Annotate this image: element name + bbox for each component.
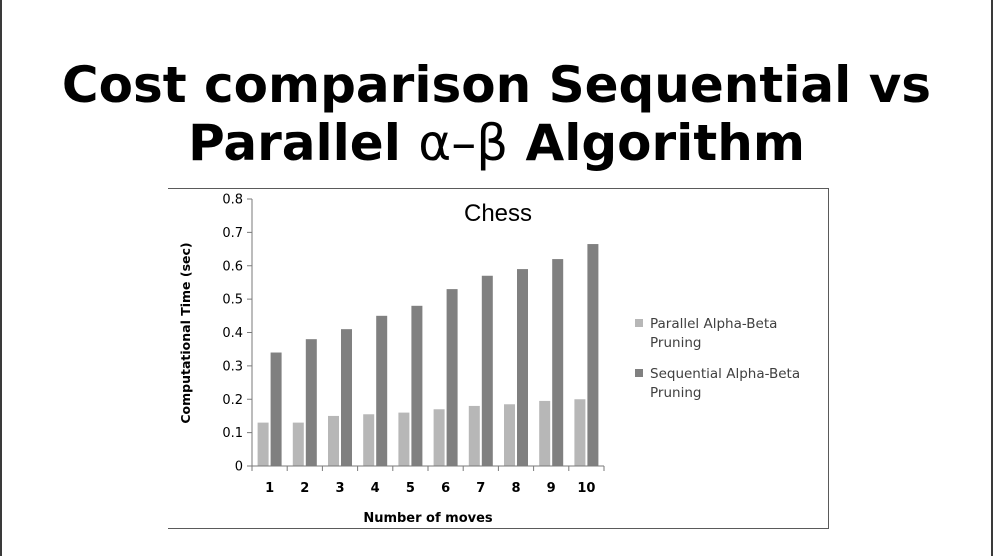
legend-label-parallel-line2: Pruning: [650, 335, 701, 351]
chart-title: Chess: [464, 200, 532, 227]
y-tick-label-4: 0.4: [222, 326, 243, 341]
y-tick-label-0: 0: [235, 460, 243, 475]
bar-parallel-2: [292, 422, 304, 466]
bar-parallel-10: [574, 399, 586, 466]
alpha-beta-symbol: α–β: [418, 114, 509, 172]
bar-parallel-9: [539, 400, 551, 466]
legend-label-sequential-line1: Sequential Alpha-Beta: [650, 366, 800, 382]
bars-group: [257, 244, 599, 466]
x-axis: 1 2 3 4 5 6 7 8 9 10: [251, 465, 605, 496]
x-tick-label-6: 6: [441, 481, 450, 496]
bar-sequential-4: [376, 315, 388, 466]
y-tick-label-7: 0.7: [222, 226, 243, 241]
bar-parallel-7: [468, 405, 480, 466]
y-axis-label: Computational Time (sec): [178, 242, 193, 423]
bar-sequential-9: [552, 259, 564, 466]
x-tick-label-1: 1: [265, 481, 274, 496]
y-tick-label-1: 0.1: [222, 426, 243, 441]
bar-parallel-8: [504, 404, 515, 466]
y-tick-label-5: 0.5: [222, 293, 243, 308]
y-tick-label-3: 0.3: [222, 359, 243, 374]
title-line-2-end: Algorithm: [508, 114, 805, 172]
title-line-2-start: Parallel: [188, 114, 419, 172]
y-axis: 0 0.1 0.2 0.3 0.4 0.5 0.6 0.7 0.8: [222, 193, 253, 475]
bar-sequential-3: [341, 329, 352, 466]
bar-parallel-4: [363, 414, 375, 466]
bar-sequential-8: [517, 269, 528, 466]
y-tick-label-8: 0.8: [222, 193, 243, 208]
x-tick-label-3: 3: [335, 481, 344, 496]
y-tick-label-2: 0.2: [222, 393, 243, 408]
x-tick-label-4: 4: [371, 481, 380, 496]
bar-sequential-7: [481, 275, 493, 466]
x-tick-label-9: 9: [547, 481, 556, 496]
legend-swatch-parallel: [635, 319, 643, 327]
slide-title: Cost comparison Sequential vs Parallel α…: [0, 56, 993, 172]
bar-sequential-2: [305, 339, 317, 466]
legend-label-sequential-line2: Pruning: [650, 385, 701, 401]
legend-label-parallel-line1: Parallel Alpha-Beta: [650, 316, 777, 332]
title-line-2: Parallel α–β Algorithm: [0, 114, 993, 172]
slide-frame-left: [0, 0, 2, 556]
x-tick-label-7: 7: [476, 481, 485, 496]
chart-container: Chess Computational Time (sec) Number of…: [168, 188, 829, 529]
bar-parallel-6: [433, 409, 445, 466]
x-tick-label-8: 8: [511, 481, 520, 496]
slide-frame-right: [991, 0, 993, 556]
title-line-1: Cost comparison Sequential vs: [61, 56, 932, 114]
bar-parallel-5: [398, 412, 410, 466]
x-axis-label: Number of moves: [363, 511, 493, 526]
bar-sequential-10: [587, 244, 599, 466]
bar-parallel-1: [257, 422, 269, 466]
bar-parallel-3: [328, 415, 339, 466]
bar-sequential-6: [446, 289, 458, 466]
bar-chart: Chess Computational Time (sec) Number of…: [168, 188, 829, 529]
bar-sequential-1: [270, 352, 282, 466]
legend-swatch-sequential: [635, 369, 643, 377]
bar-sequential-5: [411, 305, 423, 466]
x-tick-label-5: 5: [406, 481, 415, 496]
x-tick-label-10: 10: [577, 481, 595, 496]
x-tick-label-2: 2: [300, 481, 309, 496]
legend: Parallel Alpha-Beta Pruning Sequential A…: [635, 316, 800, 401]
y-tick-label-6: 0.6: [222, 259, 243, 274]
